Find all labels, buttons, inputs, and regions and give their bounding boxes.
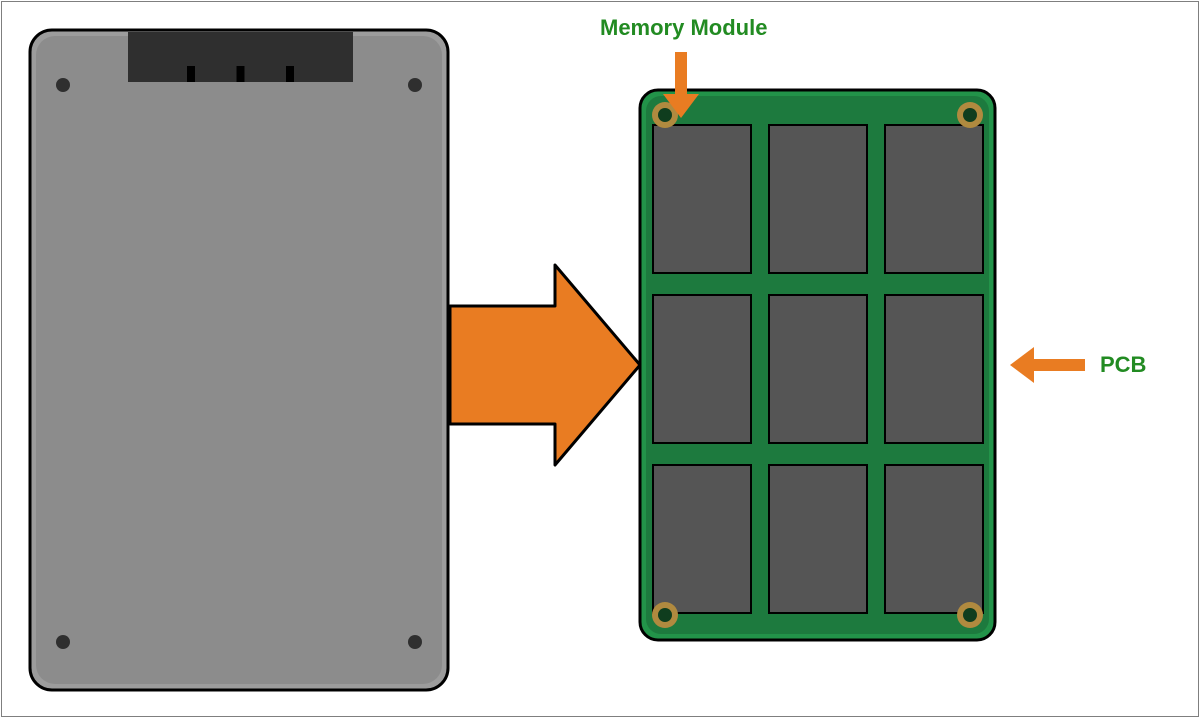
memory-module-label: Memory Module bbox=[600, 15, 767, 41]
diagram-canvas: Memory Module PCB bbox=[0, 0, 1200, 718]
pcb-label: PCB bbox=[1100, 352, 1146, 378]
diagram-frame bbox=[1, 1, 1199, 717]
